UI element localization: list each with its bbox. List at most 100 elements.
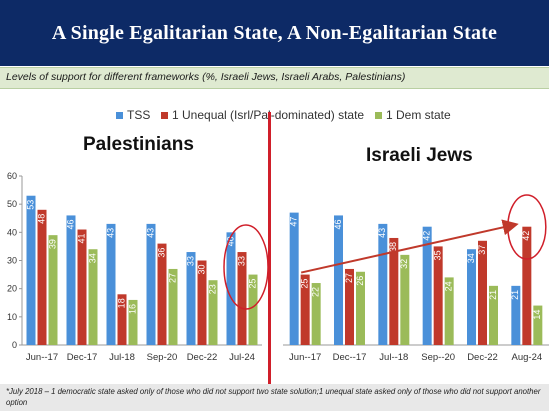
bar-tss-dec-17 [334, 215, 343, 345]
footnote-bar: *July 2018 – 1 democratic state asked on… [0, 384, 549, 411]
data-label-1-dem-state-jul-18: 16 [127, 304, 137, 314]
x-tick-label: Aug-24 [512, 352, 543, 363]
x-tick-label: Jul-24 [229, 352, 255, 363]
chart-title-palestinians: Palestinians [83, 134, 194, 155]
y-tick-label: 40 [7, 227, 17, 237]
data-label-1-dem-state-sep-20: 24 [444, 281, 454, 291]
legend-item-dem-state: 1 Dem state [375, 108, 451, 122]
highlight-circle [223, 224, 269, 310]
data-label-tss-jun-17: 53 [25, 200, 35, 210]
bar-1-unequal-isrl-pal-dominated-state-aug-24 [522, 226, 532, 345]
legend-swatch-dem-state [375, 111, 382, 119]
x-tick-label: Jul--18 [379, 352, 408, 363]
x-tick-label: Jul-18 [109, 352, 135, 363]
x-tick-label: Dec-22 [467, 352, 498, 363]
x-tick-label: Sep--20 [421, 352, 455, 363]
bar-1-unequal-isrl-pal-dominated-state-jun-17 [37, 209, 47, 345]
data-label-tss-jul-18: 43 [377, 228, 387, 238]
bar-tss-sep-20 [146, 223, 156, 345]
data-label-1-dem-state-dec-17: 34 [87, 253, 97, 263]
data-label-1-dem-state-aug-24: 14 [532, 310, 542, 320]
x-tick-label: Dec--17 [333, 352, 367, 363]
y-tick-label: 60 [7, 171, 17, 181]
y-tick-label: 50 [7, 199, 17, 209]
header-banner: A Single Egalitarian State, A Non-Egalit… [0, 0, 549, 66]
bar-1-dem-state-jul-18 [400, 254, 410, 345]
data-label-1-dem-state-dec-17: 26 [355, 276, 365, 286]
data-label-tss-dec-17: 46 [65, 219, 75, 229]
bar-1-dem-state-dec-22 [489, 285, 498, 345]
bar-1-unequal-isrl-pal-dominated-state-jul-24 [237, 252, 247, 345]
bar-1-unequal-isrl-pal-dominated-state-sep-20 [433, 246, 443, 345]
legend-label-tss: TSS [127, 108, 151, 122]
data-label-1-unequal-isrl-pal-dominated-state-sep-20: 35 [433, 250, 443, 260]
data-label-tss-jun-17: 47 [289, 217, 299, 227]
x-tick-label: Jun--17 [26, 352, 58, 363]
data-label-1-unequal-isrl-pal-dominated-state-dec-22: 30 [196, 265, 206, 275]
bar-1-dem-state-dec-17 [88, 249, 98, 345]
legend-swatch-unequal-state [161, 111, 168, 119]
bar-1-dem-state-sep-20 [168, 268, 178, 345]
chart-title-israeli-jews: Israeli Jews [366, 145, 473, 166]
bar-1-dem-state-dec-22 [208, 280, 218, 345]
bar-1-unequal-isrl-pal-dominated-state-dec-17 [345, 268, 354, 345]
y-tick-label: 0 [12, 340, 17, 350]
bar-tss-dec-22 [186, 252, 196, 345]
x-tick-label: Sep-20 [147, 352, 178, 363]
data-label-tss-dec-22: 34 [466, 253, 476, 263]
data-label-1-unequal-isrl-pal-dominated-state-dec-17: 41 [76, 234, 86, 244]
data-label-1-unequal-isrl-pal-dominated-state-jul-18: 38 [388, 242, 398, 252]
legend-label-dem-state: 1 Dem state [386, 108, 451, 122]
y-tick-label: 10 [7, 312, 17, 322]
data-label-1-unequal-isrl-pal-dominated-state-aug-24: 42 [521, 231, 531, 241]
subtitle-bar: Levels of support for different framewor… [0, 67, 549, 89]
bar-1-dem-state-aug-24 [533, 305, 543, 345]
bar-1-unequal-isrl-pal-dominated-state-dec-17 [77, 229, 87, 345]
bar-tss-sep-20 [422, 226, 432, 345]
bar-tss-jun-17 [26, 195, 36, 345]
data-label-1-dem-state-dec-22: 21 [488, 290, 498, 300]
data-label-1-unequal-isrl-pal-dominated-state-sep-20: 36 [156, 248, 166, 258]
data-label-1-unequal-isrl-pal-dominated-state-jul-18: 18 [116, 298, 126, 308]
bar-1-unequal-isrl-pal-dominated-state-dec-22 [478, 240, 487, 345]
data-label-tss-dec-22: 33 [185, 256, 195, 266]
subtitle: Levels of support for different framewor… [6, 71, 406, 83]
bar-1-dem-state-jun-17 [48, 235, 58, 345]
data-label-tss-sep-20: 43 [145, 228, 155, 238]
data-label-tss-aug-24: 21 [510, 290, 520, 300]
bar-tss-dec-22 [467, 249, 476, 345]
data-label-1-dem-state-jun-17: 22 [311, 287, 321, 297]
legend-swatch-tss [116, 111, 123, 119]
bar-1-unequal-isrl-pal-dominated-state-jul-18 [117, 294, 127, 345]
data-label-1-unequal-isrl-pal-dominated-state-jun-17: 25 [300, 279, 310, 289]
bar-tss-dec-17 [66, 215, 76, 345]
data-label-1-unequal-isrl-pal-dominated-state-jul-24: 33 [236, 256, 246, 266]
data-label-tss-sep-20: 42 [422, 231, 432, 241]
bar-1-dem-state-jul-18 [128, 299, 138, 345]
bar-1-unequal-isrl-pal-dominated-state-jul-18 [389, 237, 399, 345]
bar-tss-aug-24 [511, 285, 521, 345]
bar-1-dem-state-dec-17 [356, 271, 365, 345]
bar-1-unequal-isrl-pal-dominated-state-jun-17 [300, 274, 310, 345]
bar-tss-jun-17 [289, 212, 299, 345]
bar-1-dem-state-jul-24 [248, 274, 258, 345]
data-label-1-unequal-isrl-pal-dominated-state-jun-17: 48 [36, 214, 46, 224]
data-label-tss-jul-24: 40 [225, 236, 235, 246]
trend-arrow [300, 219, 519, 274]
data-label-1-dem-state-jul-24: 25 [247, 279, 257, 289]
data-label-1-dem-state-jun-17: 39 [47, 239, 57, 249]
bar-1-dem-state-sep-20 [444, 277, 454, 345]
bar-tss-jul-24 [226, 232, 236, 345]
x-tick-label: Dec-17 [67, 352, 98, 363]
legend-item-tss: TSS [116, 108, 150, 122]
bar-tss-jul-18 [106, 223, 116, 345]
bar-tss-jul-18 [378, 223, 388, 345]
y-tick-label: 30 [7, 256, 17, 266]
x-tick-label: Jun--17 [289, 352, 321, 363]
data-label-1-dem-state-dec-22: 23 [207, 284, 217, 294]
page-title: A Single Egalitarian State, A Non-Egalit… [51, 21, 498, 44]
bar-1-dem-state-jun-17 [311, 283, 321, 345]
data-label-1-dem-state-sep-20: 27 [167, 273, 177, 283]
